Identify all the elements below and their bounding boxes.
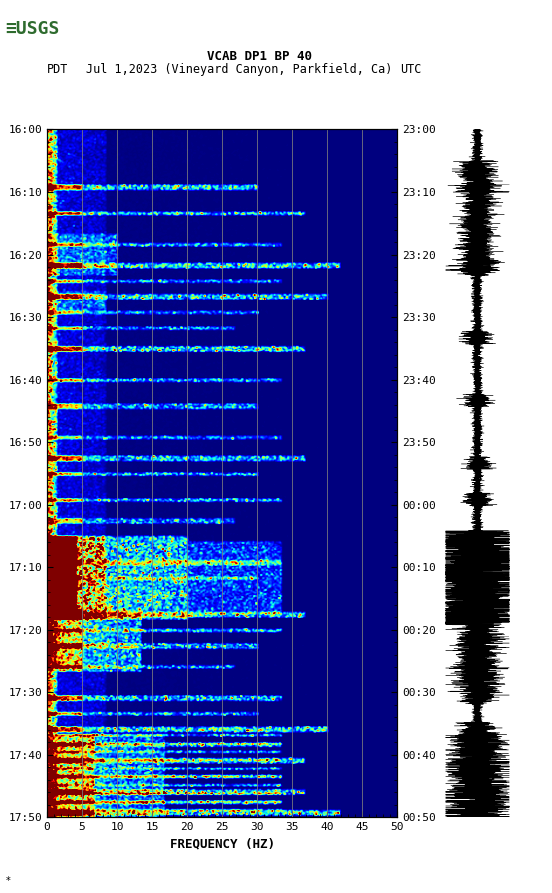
Text: PDT: PDT [47, 63, 68, 76]
Text: VCAB DP1 BP 40: VCAB DP1 BP 40 [207, 50, 312, 63]
Text: ≡USGS: ≡USGS [6, 20, 60, 38]
Text: *: * [6, 876, 10, 886]
X-axis label: FREQUENCY (HZ): FREQUENCY (HZ) [169, 838, 275, 850]
Text: UTC: UTC [400, 63, 422, 76]
Text: Jul 1,2023 (Vineyard Canyon, Parkfield, Ca): Jul 1,2023 (Vineyard Canyon, Parkfield, … [86, 63, 392, 76]
